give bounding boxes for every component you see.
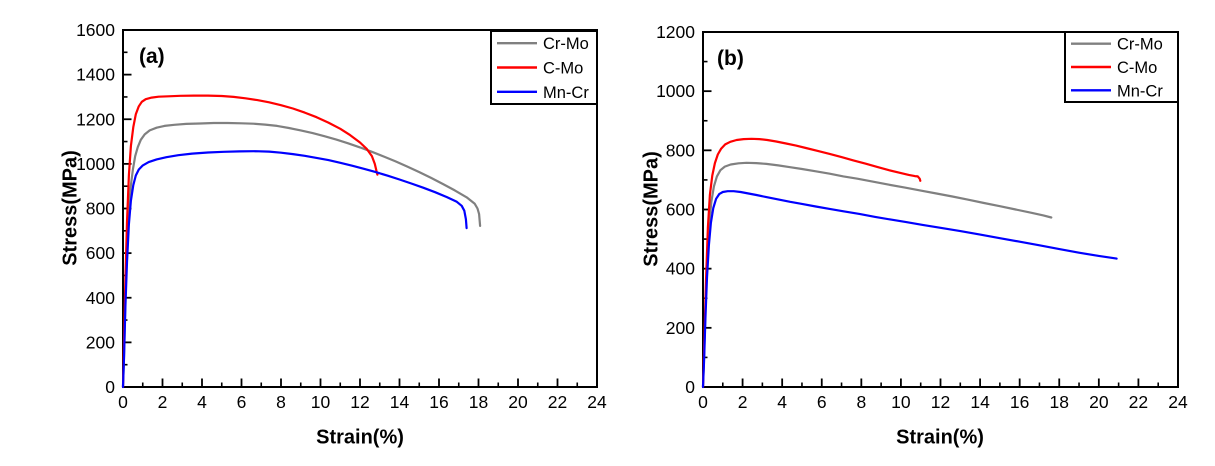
x-tick-label: 20: [508, 392, 528, 412]
x-tick-label: 0: [118, 392, 128, 412]
panel-label-a: (a): [139, 45, 165, 68]
x-tick-label: 10: [891, 392, 911, 412]
series-line-c-mo: [121, 94, 379, 389]
x-tick-label: 2: [738, 392, 748, 412]
x-tick-label: 10: [311, 392, 331, 412]
y-tick-label: 600: [86, 243, 115, 263]
y-tick-label: 1200: [76, 109, 115, 129]
x-tick-label: 6: [237, 392, 247, 412]
x-tick-label: 12: [931, 392, 950, 412]
y-tick-label: 800: [666, 140, 695, 160]
legend: Cr-Mo C-Mo Mn-Cr: [490, 30, 598, 105]
y-axis: 0 200 400 600 800 1000 1200: [656, 22, 712, 397]
x-tick-label: 8: [856, 392, 866, 412]
series-line-c-mo: [701, 137, 922, 389]
x-tick-label: 20: [1089, 392, 1109, 412]
legend-label-mn-cr: Mn-Cr: [543, 84, 589, 102]
x-tick-label: 4: [777, 392, 787, 412]
chart-panel-a: 0 2 4 6 8 10 12 14 16 18 20 22 240200400600800100012…: [76, 20, 607, 412]
series-line-mn-cr: [121, 150, 468, 389]
legend-label-cr-mo: Cr-Mo: [543, 35, 589, 53]
x-tick-label: 22: [1129, 392, 1148, 412]
y-tick-label: 1200: [656, 22, 695, 42]
x-axis-title-panel-a: Strain(%): [316, 426, 404, 449]
y-tick-label: 400: [666, 259, 695, 279]
y-tick-label: 1600: [76, 20, 115, 40]
chart-panel-b: 0 2 4 6 8 10 12 14 16 18 20 22 240200400600800100012…: [656, 22, 1188, 412]
x-tick-label: 6: [817, 392, 827, 412]
x-tick-label: 24: [587, 392, 607, 412]
legend-label-c-mo: C-Mo: [1117, 59, 1157, 77]
y-axis: 0 200 400 600 800 1000 1200 1400 1600: [76, 20, 132, 397]
x-tick-label: 8: [276, 392, 286, 412]
x-axis: 0 2 4 6 8 10 12 14 16 18 20 22 24: [698, 378, 1188, 412]
legend: Cr-Mo C-Mo Mn-Cr: [1064, 31, 1179, 103]
x-axis-minor-ticks: [141, 382, 579, 387]
y-axis-title-panel-a: Stress(MPa): [59, 150, 82, 266]
y-tick-label: 200: [666, 318, 695, 338]
y-tick-label: 1400: [76, 65, 115, 85]
legend-label-c-mo: C-Mo: [543, 60, 583, 78]
x-tick-label: 14: [390, 392, 410, 412]
legend-label-cr-mo: Cr-Mo: [1117, 36, 1163, 54]
y-tick-label: 600: [666, 200, 695, 220]
y-tick-label: 200: [86, 332, 115, 352]
x-tick-label: 22: [548, 392, 567, 412]
x-tick-label: 0: [698, 392, 708, 412]
x-tick-label: 12: [350, 392, 369, 412]
x-tick-label: 4: [197, 392, 207, 412]
y-axis-title-panel-b: Stress(MPa): [640, 151, 663, 267]
y-tick-label: 1000: [76, 154, 115, 174]
x-tick-label: 18: [1050, 392, 1069, 412]
series-line-cr-mo: [701, 161, 1053, 389]
x-tick-label: 16: [429, 392, 448, 412]
y-tick-label: 400: [86, 288, 115, 308]
x-axis-minor-ticks: [721, 382, 1160, 387]
x-axis-title-panel-b: Strain(%): [896, 426, 984, 449]
x-tick-label: 14: [970, 392, 990, 412]
panel-label-b: (b): [717, 47, 744, 70]
y-tick-label: 0: [105, 377, 115, 397]
x-tick-label: 16: [1010, 392, 1029, 412]
x-axis: 0 2 4 6 8 10 12 14 16 18 20 22 24: [118, 378, 607, 412]
y-tick-label: 800: [86, 199, 115, 219]
x-tick-label: 18: [469, 392, 488, 412]
x-tick-label: 24: [1168, 392, 1188, 412]
x-tick-label: 2: [158, 392, 168, 412]
series-line-cr-mo: [121, 121, 482, 389]
series-line-mn-cr: [701, 190, 1118, 389]
y-tick-label: 0: [685, 377, 695, 397]
y-tick-label: 1000: [656, 81, 695, 101]
legend-label-mn-cr: Mn-Cr: [1117, 82, 1163, 100]
